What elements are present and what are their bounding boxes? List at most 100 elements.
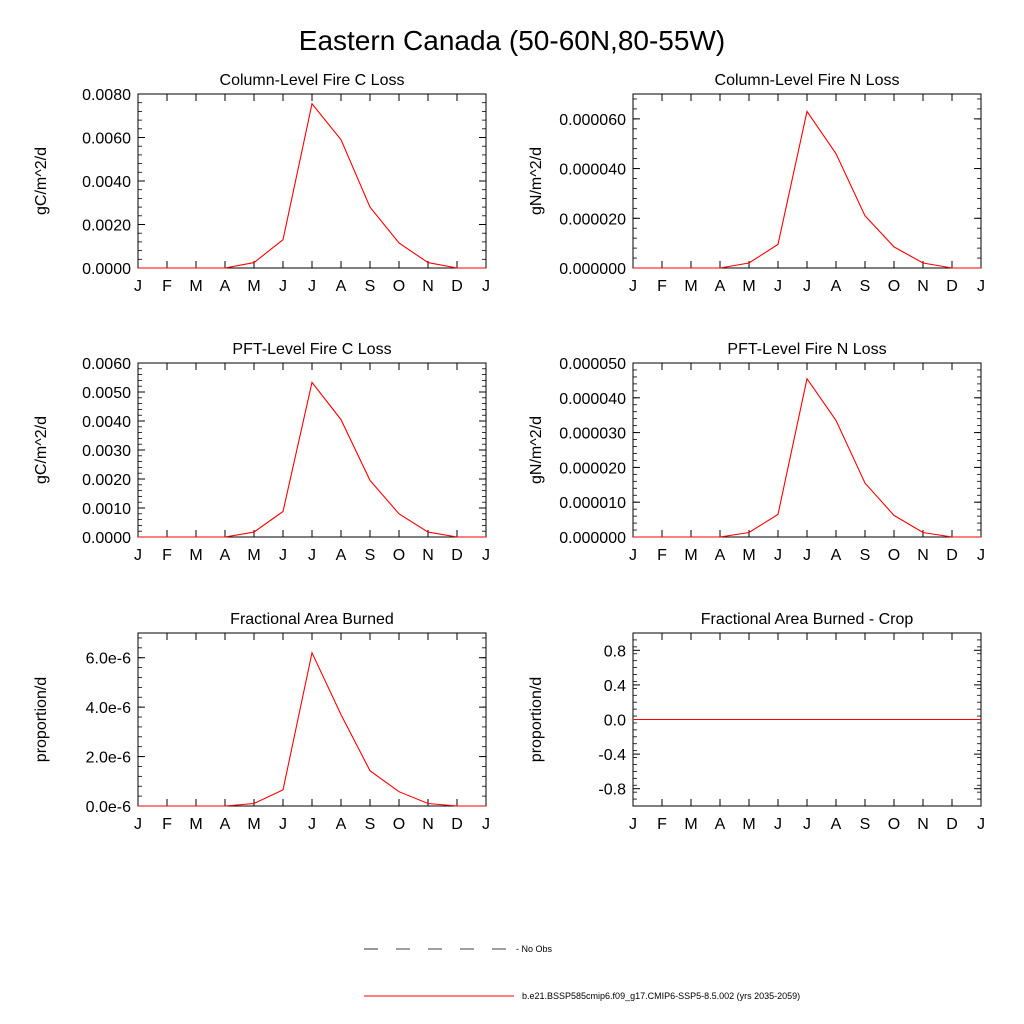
x-tick-label: M — [742, 547, 755, 564]
x-tick-label: S — [860, 278, 871, 295]
panel-title: PFT-Level Fire C Loss — [232, 341, 391, 358]
x-tick-label: J — [774, 278, 782, 295]
x-tick-label: M — [742, 816, 755, 833]
series-line — [138, 651, 486, 807]
panel-title: Fractional Area Burned — [230, 611, 394, 628]
x-tick-label: J — [977, 816, 985, 833]
x-tick-label: J — [134, 278, 142, 295]
x-tick-label: J — [134, 816, 142, 833]
y-tick-label: 0.0040 — [82, 174, 131, 191]
x-tick-label: M — [742, 278, 755, 295]
x-tick-label: O — [393, 816, 405, 833]
x-tick-label: N — [422, 278, 434, 295]
x-tick-label: J — [482, 278, 490, 295]
y-tick-label: 0.0050 — [82, 385, 131, 402]
x-tick-label: N — [422, 816, 434, 833]
y-tick-label: 0.000040 — [559, 162, 626, 179]
x-tick-label: M — [684, 816, 697, 833]
x-tick-label: A — [220, 547, 231, 564]
y-tick-label: 0.000010 — [559, 495, 626, 512]
y-axis-label: proportion/d — [33, 677, 50, 762]
x-tick-label: O — [888, 816, 900, 833]
panel-title: PFT-Level Fire N Loss — [727, 341, 886, 358]
x-tick-label: J — [629, 547, 637, 564]
panel-fractional-area-burned-crop: Fractional Area Burned - Crop proportion/… — [528, 611, 985, 833]
x-tick-label: J — [308, 547, 316, 564]
panel-title: Column-Level Fire C Loss — [220, 72, 405, 89]
y-tick-label: 0.000000 — [559, 530, 626, 547]
x-tick-label: F — [162, 278, 172, 295]
y-tick-label: 0.000050 — [559, 356, 626, 373]
y-tick-label: 0.0080 — [82, 87, 131, 104]
y-tick-label: 0.4 — [604, 678, 626, 695]
x-tick-label: N — [917, 816, 929, 833]
x-tick-label: A — [220, 816, 231, 833]
series-line — [633, 377, 981, 538]
y-tick-label: 0.0010 — [82, 501, 131, 518]
y-tick-label: 0.000020 — [559, 211, 626, 228]
x-tick-label: J — [134, 547, 142, 564]
legend: - No Obs b.e21.BSSP585cmip6.f09_g17.CMIP… — [364, 944, 800, 1001]
x-tick-label: J — [803, 547, 811, 564]
y-tick-label: 0.0 — [604, 713, 626, 730]
x-tick-label: A — [715, 278, 726, 295]
y-tick-label: 0.0030 — [82, 443, 131, 460]
x-tick-label: M — [247, 816, 260, 833]
y-axis-label: gN/m^2/d — [528, 416, 545, 484]
legend-model-label: b.e21.BSSP585cmip6.f09_g17.CMIP6-SSP5-8.… — [522, 991, 800, 1001]
plot-frame — [137, 362, 487, 538]
y-tick-label: 0.0060 — [82, 131, 131, 148]
x-tick-label: J — [977, 278, 985, 295]
figure-title: Eastern Canada (50-60N,80-55W) — [299, 25, 725, 56]
x-tick-label: A — [831, 278, 842, 295]
x-tick-label: J — [279, 278, 287, 295]
y-tick-label: 0.000060 — [559, 112, 626, 129]
x-tick-label: A — [715, 816, 726, 833]
x-tick-label: M — [189, 278, 202, 295]
x-tick-label: J — [279, 816, 287, 833]
plot-frame — [632, 93, 982, 269]
x-tick-label: J — [803, 816, 811, 833]
y-axis-label: gN/m^2/d — [528, 147, 545, 215]
y-tick-label: 0.0060 — [82, 356, 131, 373]
series-line — [633, 110, 981, 269]
y-tick-label: -0.8 — [598, 782, 626, 799]
legend-no-obs-label: - No Obs — [516, 944, 553, 954]
x-tick-label: A — [220, 278, 231, 295]
y-tick-label: 2.0e-6 — [86, 750, 131, 767]
x-tick-label: F — [657, 816, 667, 833]
x-tick-label: N — [917, 547, 929, 564]
x-tick-label: D — [946, 278, 958, 295]
x-tick-label: O — [888, 278, 900, 295]
x-tick-label: S — [860, 547, 871, 564]
x-tick-label: M — [247, 278, 260, 295]
x-tick-label: M — [684, 547, 697, 564]
plot-frame — [137, 632, 487, 807]
y-tick-label: 0.0000 — [82, 530, 131, 547]
x-tick-label: O — [393, 278, 405, 295]
x-tick-label: J — [774, 816, 782, 833]
x-tick-label: M — [684, 278, 697, 295]
x-tick-label: J — [279, 547, 287, 564]
plot-frame — [137, 93, 487, 269]
x-tick-label: D — [946, 547, 958, 564]
x-tick-label: A — [336, 816, 347, 833]
x-tick-label: N — [917, 278, 929, 295]
x-tick-label: S — [365, 278, 376, 295]
x-tick-label: J — [308, 278, 316, 295]
x-tick-label: F — [162, 816, 172, 833]
x-tick-label: D — [451, 278, 463, 295]
x-tick-label: A — [336, 547, 347, 564]
x-tick-label: S — [365, 816, 376, 833]
y-tick-label: 0.0020 — [82, 218, 131, 235]
x-tick-label: J — [774, 547, 782, 564]
x-tick-label: D — [451, 816, 463, 833]
x-tick-label: J — [629, 816, 637, 833]
